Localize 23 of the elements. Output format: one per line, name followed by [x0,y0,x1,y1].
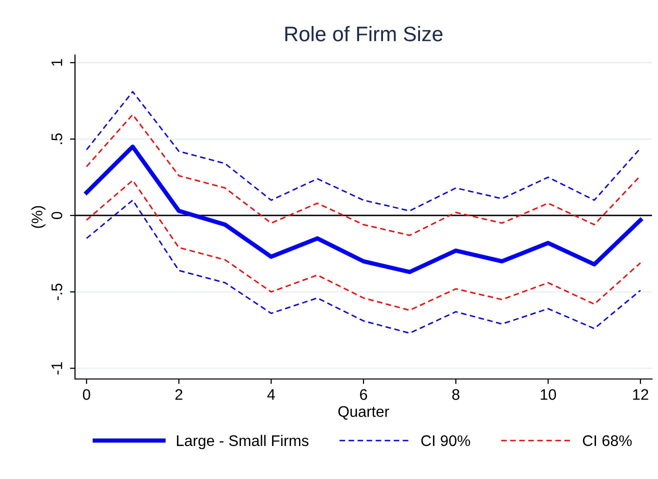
legend-label: Large - Small Firms [176,434,308,450]
x-tick-label: 6 [360,389,368,400]
line-series [86,90,642,212]
line-series [84,144,643,274]
y-tick-label: -.5 [52,284,62,300]
x-tick-label: 0 [82,389,90,400]
y-tick-label: 1 [52,59,62,66]
chart-title: Role of Firm Size [285,26,442,42]
x-tick-label: 2 [175,389,182,400]
x-tick-label: 8 [452,389,460,400]
y-axis-title: (%) [31,206,46,228]
x-tick-label: 4 [267,389,275,400]
legend-label: CI 68% [582,435,632,446]
legend-label: CI 90% [421,435,470,446]
line-series [86,199,642,334]
x-axis-title: Quarter [338,406,390,420]
x-tick-label: 12 [633,389,648,400]
line-series [86,114,642,236]
y-tick-label: 0 [51,212,62,220]
line-series [86,180,642,311]
x-tick-label: 10 [540,389,556,400]
y-tick-label: -1 [52,362,62,374]
y-tick-label: .5 [52,133,62,144]
